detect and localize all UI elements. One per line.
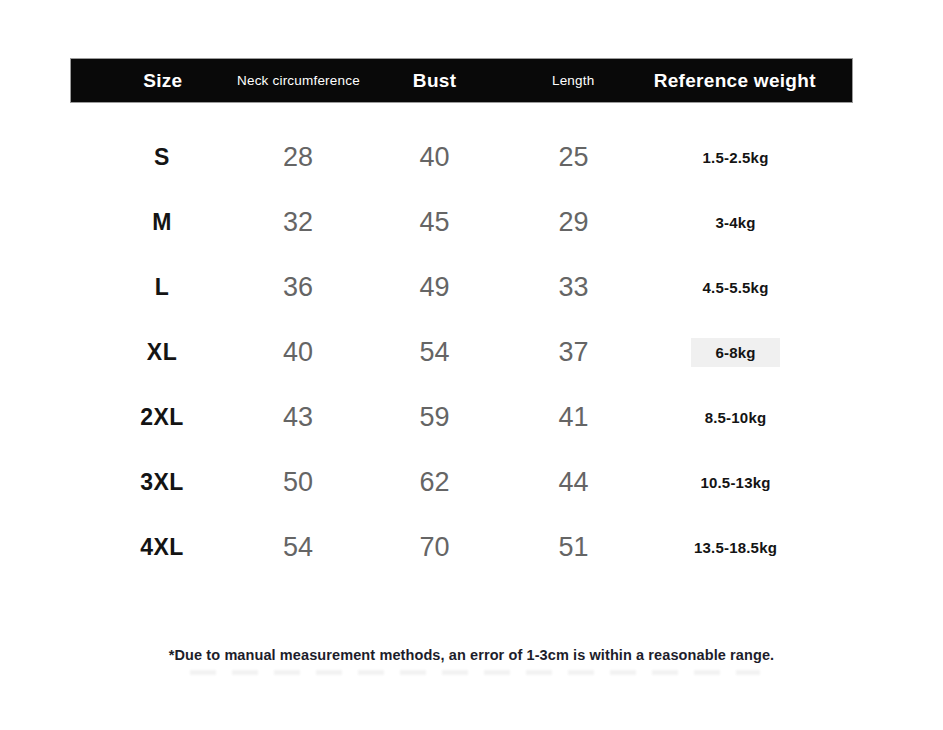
table-header-row: Size Neck circumference Bust Length Refe…	[70, 58, 853, 103]
size-cell: 4XL	[82, 534, 242, 561]
weight-value: 4.5-5.5kg	[678, 273, 792, 302]
table-row: 4XL 54 70 51 13.5-18.5kg	[70, 515, 853, 580]
weight-value: 10.5-13kg	[676, 468, 794, 497]
table-row: XL 40 54 37 6-8kg	[70, 320, 853, 385]
table-row: S 28 40 25 1.5-2.5kg	[70, 125, 853, 190]
size-cell: S	[82, 144, 242, 171]
size-chart-image: Size Neck circumference Bust Length Refe…	[0, 0, 943, 730]
table-row: M 32 45 29 3-4kg	[70, 190, 853, 255]
weight-value-highlighted: 6-8kg	[691, 338, 779, 367]
neck-cell: 50	[230, 467, 366, 498]
weight-cell: 1.5-2.5kg	[636, 143, 835, 172]
table-row: L 36 49 33 4.5-5.5kg	[70, 255, 853, 320]
column-header-neck-circumference: Neck circumference	[231, 73, 367, 88]
weight-cell: 8.5-10kg	[636, 403, 835, 432]
bust-cell: 40	[366, 142, 503, 173]
table-row: 3XL 50 62 44 10.5-13kg	[70, 450, 853, 515]
weight-value: 8.5-10kg	[681, 403, 791, 432]
bust-cell: 45	[366, 207, 503, 238]
table-body: S 28 40 25 1.5-2.5kg M 32 45 29 3-4kg L …	[70, 103, 853, 580]
column-header-bust: Bust	[366, 70, 503, 92]
size-cell: XL	[82, 339, 242, 366]
length-cell: 37	[498, 337, 649, 368]
column-header-size: Size	[83, 70, 243, 92]
weight-cell: 6-8kg	[636, 338, 835, 367]
weight-cell: 13.5-18.5kg	[636, 533, 835, 562]
table-row: 2XL 43 59 41 8.5-10kg	[70, 385, 853, 450]
bust-cell: 70	[366, 532, 503, 563]
size-cell: M	[82, 209, 242, 236]
length-cell: 51	[498, 532, 649, 563]
neck-cell: 43	[230, 402, 366, 433]
length-cell: 44	[498, 467, 649, 498]
size-cell: 2XL	[82, 404, 242, 431]
length-cell: 25	[498, 142, 649, 173]
weight-value: 3-4kg	[691, 208, 779, 237]
neck-cell: 40	[230, 337, 366, 368]
column-header-length: Length	[498, 73, 649, 88]
bust-cell: 49	[366, 272, 503, 303]
column-header-reference-weight: Reference weight	[636, 70, 834, 92]
weight-cell: 4.5-5.5kg	[636, 273, 835, 302]
measurement-disclaimer: *Due to manual measurement methods, an e…	[0, 647, 943, 663]
length-cell: 29	[498, 207, 649, 238]
size-table: Size Neck circumference Bust Length Refe…	[70, 58, 853, 580]
weight-cell: 10.5-13kg	[636, 468, 835, 497]
size-cell: L	[82, 274, 242, 301]
size-cell: 3XL	[82, 469, 242, 496]
bust-cell: 62	[366, 467, 503, 498]
bust-cell: 59	[366, 402, 503, 433]
neck-cell: 36	[230, 272, 366, 303]
weight-cell: 3-4kg	[636, 208, 835, 237]
length-cell: 33	[498, 272, 649, 303]
neck-cell: 32	[230, 207, 366, 238]
weight-value: 1.5-2.5kg	[678, 143, 792, 172]
weight-value: 13.5-18.5kg	[670, 533, 801, 562]
neck-cell: 28	[230, 142, 366, 173]
length-cell: 41	[498, 402, 649, 433]
compression-artifact-strip	[190, 670, 760, 675]
neck-cell: 54	[230, 532, 366, 563]
bust-cell: 54	[366, 337, 503, 368]
